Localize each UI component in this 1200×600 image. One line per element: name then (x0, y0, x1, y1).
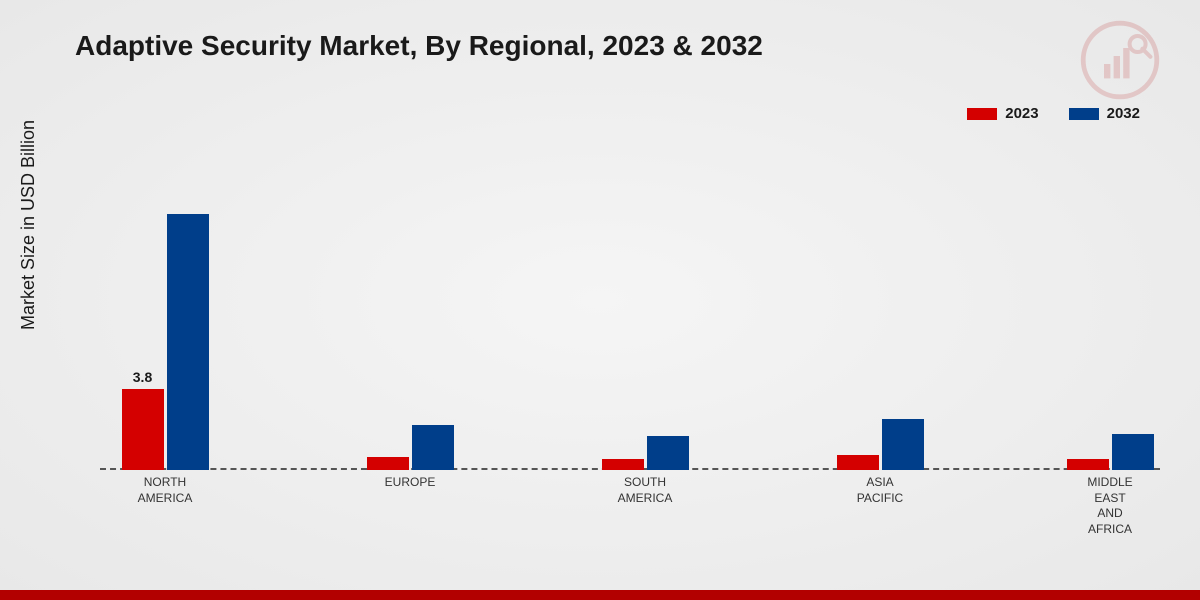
watermark-logo-icon (1080, 20, 1160, 100)
bar-2032 (167, 214, 209, 470)
bar-group (602, 436, 689, 470)
x-axis-label: EUROPE (385, 475, 436, 491)
legend-swatch-2032 (1069, 108, 1099, 120)
bar-2023 (367, 457, 409, 470)
x-axis-label: ASIA PACIFIC (857, 475, 903, 506)
bar-2032 (882, 419, 924, 470)
bar-2023 (837, 455, 879, 470)
legend-label-2023: 2023 (1005, 105, 1038, 122)
bar-2032 (647, 436, 689, 470)
bar-group: 3.8 (122, 214, 209, 470)
bar-2032 (1112, 434, 1154, 470)
legend-item-2023: 2023 (967, 105, 1038, 122)
x-axis-label: MIDDLE EAST AND AFRICA (1087, 475, 1132, 537)
chart-title: Adaptive Security Market, By Regional, 2… (75, 30, 763, 62)
y-axis-label: Market Size in USD Billion (18, 120, 39, 330)
x-axis-label: NORTH AMERICA (138, 475, 193, 506)
x-axis-label: SOUTH AMERICA (618, 475, 673, 506)
bar-group (367, 425, 454, 470)
bar-2023 (602, 459, 644, 470)
legend-item-2032: 2032 (1069, 105, 1140, 122)
legend-swatch-2023 (967, 108, 997, 120)
bar-group (837, 419, 924, 470)
bar-2032 (412, 425, 454, 470)
bar-2023: 3.8 (122, 389, 164, 470)
legend: 2023 2032 (967, 105, 1140, 122)
bar-group (1067, 434, 1154, 470)
bar-value-label: 3.8 (133, 369, 152, 385)
legend-label-2032: 2032 (1107, 105, 1140, 122)
footer-accent-bar (0, 590, 1200, 600)
bar-2023 (1067, 459, 1109, 470)
plot-area: 3.8 (100, 150, 1160, 470)
